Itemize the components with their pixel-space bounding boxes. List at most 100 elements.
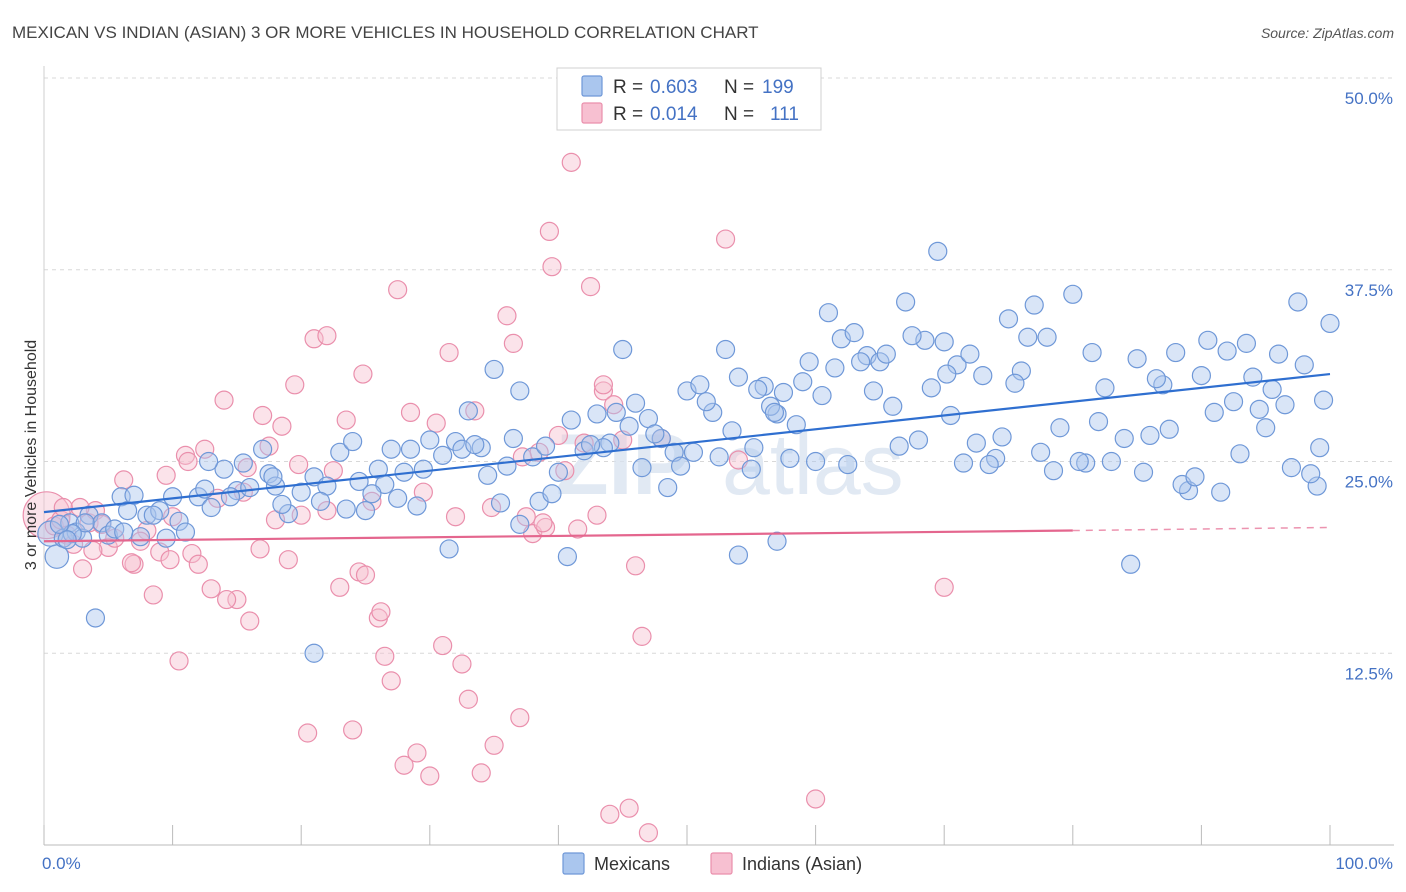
indians-point [481, 497, 502, 518]
indians-point [445, 507, 466, 527]
series-legend-indians: Indians (Asian) [742, 854, 862, 874]
indians-point [503, 333, 523, 353]
mexicans-point [114, 522, 134, 542]
mexicans-point [253, 439, 273, 459]
series-legend: Mexicans Indians (Asian) [562, 852, 862, 875]
mexicans-point [1133, 462, 1154, 482]
mexicans-point [1198, 330, 1218, 350]
mexicans-point [1320, 313, 1340, 334]
mexicans-point [452, 439, 472, 459]
indians-point [497, 306, 517, 326]
legend-r-label-1: R = [613, 77, 643, 98]
indians-point [548, 425, 569, 446]
mexicans-point [1005, 373, 1025, 393]
mexicans-point [304, 643, 324, 663]
indians-point [471, 763, 491, 783]
series-legend-swatch-indians [710, 852, 733, 875]
mexicans-point [825, 358, 845, 378]
indians-point [420, 766, 440, 786]
mexicans-point [973, 365, 993, 386]
indians-point [516, 507, 536, 527]
mexicans-point [876, 344, 896, 364]
indians-point [371, 602, 391, 622]
indians-points [22, 152, 954, 843]
mexicans-point [992, 427, 1012, 447]
x-tick-label-min: 0.0% [42, 854, 81, 873]
mexicans-point [928, 241, 948, 261]
mexicans-point [799, 352, 819, 372]
y-axis-label: 3 or more Vehicles in Household [23, 340, 40, 570]
y-tick-labels: 12.5% 25.0% 37.5% 50.0% [1345, 89, 1393, 683]
mexicans-point [143, 505, 163, 525]
mexicans-point [75, 513, 95, 533]
mexicans-point [458, 401, 478, 421]
mexicans-point [420, 430, 440, 450]
indians-point [317, 326, 337, 346]
y-tick-label: 37.5% [1345, 281, 1393, 300]
indians-point [593, 375, 614, 395]
legend-r-label-2: R = [613, 104, 643, 125]
mexicans-point [263, 467, 283, 487]
indians-point [465, 401, 485, 421]
mexicans-point [793, 372, 813, 392]
mexicans-point [883, 396, 903, 416]
mexicans-point [85, 608, 106, 628]
mexicans-point [1011, 361, 1031, 381]
indians-point [188, 554, 208, 574]
mexicans-point [1159, 419, 1179, 439]
mexicans-point [1114, 428, 1134, 449]
indians-point [426, 413, 446, 433]
mexicans-point [1024, 295, 1044, 315]
mexicans-point [728, 545, 749, 565]
mexicans-point [580, 435, 601, 455]
legend-n-label-1: N = [724, 77, 754, 98]
mexicans-point [587, 404, 607, 424]
mexicans-point [388, 488, 408, 508]
mexicans-point [310, 491, 331, 511]
mexicans-point [1127, 349, 1147, 369]
mexicans-point [1050, 418, 1070, 438]
indians-point [452, 654, 472, 674]
mexicans-point [960, 344, 980, 364]
indians-trend-line-dashed [1072, 526, 1331, 532]
mexicans-point [889, 436, 909, 456]
mexicans-point [728, 367, 749, 387]
indians-point [178, 451, 198, 472]
watermark-atlas: atlas [722, 417, 904, 513]
mexicans-point [606, 402, 626, 423]
mexicans-point [908, 430, 929, 450]
mexicans-point [741, 459, 761, 479]
indians-point [625, 556, 646, 576]
mexicans-point [523, 447, 543, 467]
mexicans-point [1275, 395, 1295, 415]
mexicans-point [49, 514, 70, 534]
mexicans-point [966, 433, 986, 453]
mexicans-point [407, 496, 427, 516]
mexicans-point [1230, 444, 1250, 464]
mexicans-point [400, 439, 421, 459]
mexicans-point [175, 522, 196, 542]
indians-point [343, 720, 363, 740]
mexicans-trend-line [43, 372, 1331, 514]
mexicans-point [355, 500, 376, 521]
mexicans-point [934, 332, 954, 352]
mexicans-point [645, 424, 665, 444]
mexicans-point [703, 402, 723, 423]
mexicans-point [1211, 482, 1231, 502]
mexicans-point [1140, 425, 1160, 446]
legend-swatch-mexicans [581, 75, 603, 97]
mexicans-point [240, 477, 260, 498]
mexicans-point [1101, 451, 1121, 472]
legend-swatch-indians [581, 102, 603, 124]
indians-point [298, 723, 318, 743]
mexicans-point [632, 458, 652, 478]
indians-point [156, 465, 176, 485]
mexicans-point [767, 531, 787, 551]
indians-point [381, 671, 401, 691]
mexicans-point [201, 497, 221, 518]
mexicans-point [844, 323, 864, 343]
indians-point [169, 651, 189, 671]
mexicans-point [137, 505, 157, 525]
mexicans-point [465, 435, 485, 455]
